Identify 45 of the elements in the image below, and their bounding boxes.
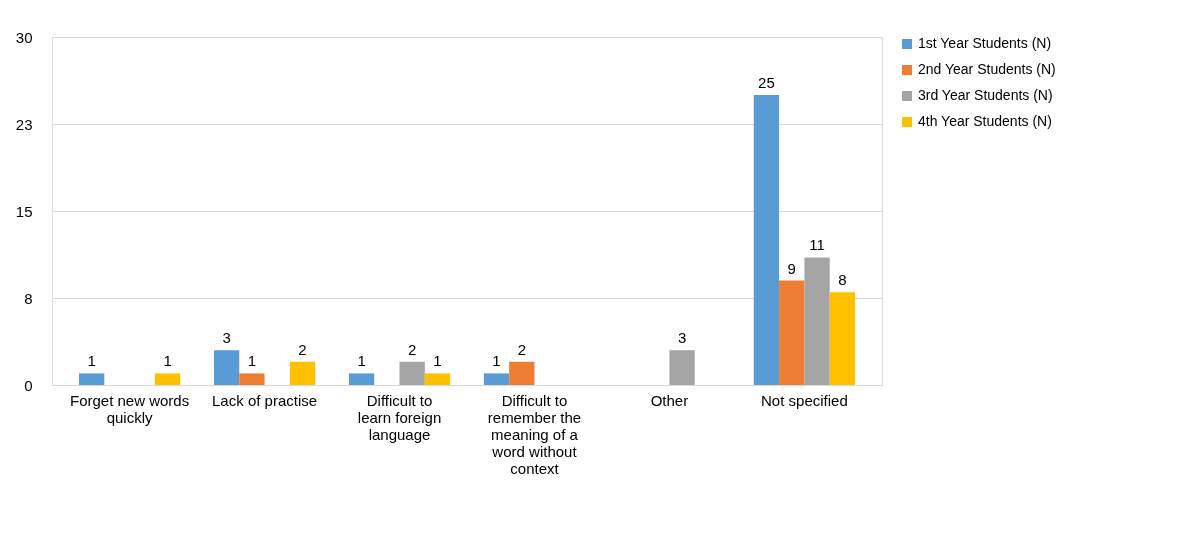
data-label: 3 <box>222 329 231 347</box>
bar <box>753 95 780 385</box>
x-tick-label: Lack of practise <box>212 391 318 409</box>
bar <box>779 280 805 385</box>
bar <box>289 361 316 385</box>
bar <box>348 373 375 385</box>
data-label: 2 <box>517 340 526 358</box>
x-tick-label: Not specified <box>761 391 848 409</box>
bar <box>804 257 830 385</box>
y-tick-label: 0 <box>24 376 33 394</box>
bar <box>829 292 856 385</box>
data-label: 2 <box>408 340 417 358</box>
y-tick-label: 23 <box>15 115 33 133</box>
x-tick-label: Difficult to remember the meaning of a word without context <box>487 391 582 477</box>
legend-label: 4th Year Students (N) <box>918 113 1052 129</box>
bar <box>424 373 451 385</box>
data-label: 1 <box>357 352 366 370</box>
bar <box>669 350 695 385</box>
bar <box>509 361 535 385</box>
data-label: 3 <box>677 329 687 347</box>
bar <box>154 373 181 385</box>
bar <box>239 373 265 385</box>
bar <box>483 373 510 385</box>
legend-label: 2nd Year Students (N) <box>918 61 1056 77</box>
data-label: 1 <box>492 352 501 370</box>
bar <box>213 350 240 385</box>
data-label: 25 <box>758 74 775 91</box>
data-label: 8 <box>838 271 847 289</box>
legend-label: 1st Year Students (N) <box>918 35 1052 51</box>
x-tick-label: Difficult to learn foreign language <box>357 391 442 443</box>
data-label: 11 <box>809 236 825 254</box>
data-label: 1 <box>87 352 96 370</box>
x-tick-label: Forget new words quickly <box>69 391 190 426</box>
legend-label: 3rd Year Students (N) <box>918 87 1053 103</box>
y-tick-label: 30 <box>15 28 33 46</box>
data-label: 9 <box>787 259 796 277</box>
y-tick-label: 15 <box>15 202 33 220</box>
data-label: 1 <box>163 352 172 370</box>
data-label: 2 <box>298 340 307 358</box>
x-tick-label: Other <box>650 391 689 409</box>
bar <box>399 361 425 385</box>
data-label: 1 <box>247 352 257 370</box>
y-tick-label: 8 <box>24 289 33 307</box>
bar <box>78 373 105 385</box>
data-label: 1 <box>433 352 442 370</box>
